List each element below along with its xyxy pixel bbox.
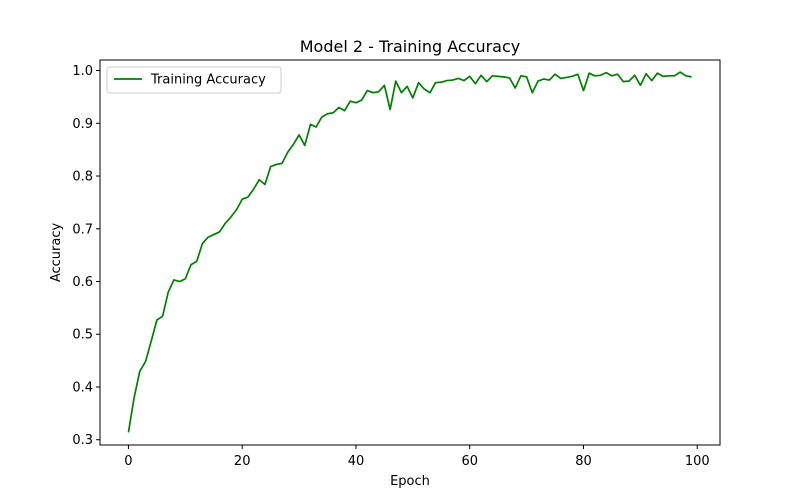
x-axis-ticks: 0 20 40 60 80 100: [124, 445, 710, 469]
y-axis-label: Accuracy: [49, 223, 64, 283]
x-tick-0: 0: [124, 445, 133, 469]
y-tick-label: 0.6: [72, 275, 93, 290]
x-tick-40: 40: [348, 445, 365, 469]
x-tick-label: 20: [234, 454, 251, 469]
x-tick-20: 20: [234, 445, 251, 469]
y-tick-label: 0.3: [72, 433, 93, 448]
chart-title: Model 2 - Training Accuracy: [300, 37, 521, 56]
series-line-training-accuracy: [127, 71, 692, 433]
x-tick-label: 60: [461, 454, 478, 469]
y-tick-0.5: 0.5: [72, 328, 100, 343]
y-tick-label: 0.8: [72, 170, 93, 185]
x-tick-label: 80: [575, 454, 592, 469]
legend-label-training-accuracy: Training Accuracy: [150, 73, 266, 88]
y-tick-0.9: 0.9: [72, 117, 100, 132]
y-tick-label: 1.0: [72, 64, 93, 79]
x-tick-60: 60: [461, 445, 478, 469]
x-tick-label: 0: [124, 454, 132, 469]
y-tick-0.3: 0.3: [72, 433, 100, 448]
y-tick-label: 0.7: [72, 222, 93, 237]
y-tick-label: 0.4: [72, 380, 93, 395]
x-tick-label: 100: [685, 454, 710, 469]
y-axis-ticks: 0.3 0.4 0.5 0.6 0.7 0.8 0.9 1.0: [72, 64, 100, 448]
y-tick-0.8: 0.8: [72, 170, 100, 185]
y-tick-0.7: 0.7: [72, 222, 100, 237]
x-axis-label: Epoch: [390, 474, 430, 489]
plot-frame: [99, 59, 721, 446]
y-tick-0.4: 0.4: [72, 380, 100, 395]
y-tick-1: 1.0: [72, 64, 100, 79]
y-tick-0.6: 0.6: [72, 275, 100, 290]
legend: Training Accuracy: [106, 66, 282, 94]
legend-box: [106, 66, 282, 94]
x-tick-80: 80: [575, 445, 592, 469]
x-tick-100: 100: [685, 445, 710, 469]
x-tick-label: 40: [348, 454, 365, 469]
y-tick-label: 0.5: [72, 328, 93, 343]
y-tick-label: 0.9: [72, 117, 93, 132]
